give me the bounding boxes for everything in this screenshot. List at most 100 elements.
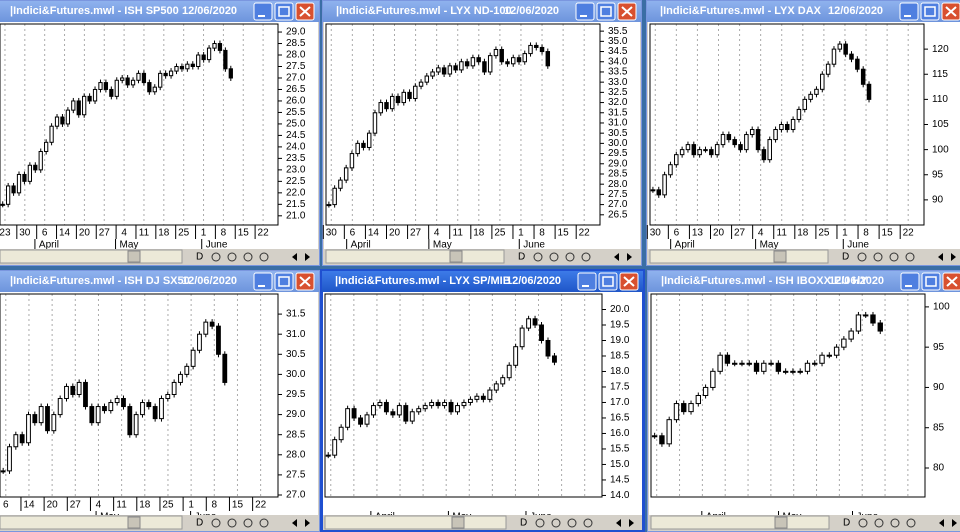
scroll-left[interactable] bbox=[616, 519, 621, 527]
toolbar-button[interactable]: D bbox=[196, 518, 203, 529]
scroll-thumb[interactable] bbox=[127, 516, 141, 529]
scroll-thumb[interactable] bbox=[127, 250, 141, 263]
candle bbox=[435, 401, 441, 407]
toolbar-button[interactable] bbox=[243, 252, 253, 262]
candle bbox=[395, 95, 401, 104]
y-tick-label: 20.0 bbox=[610, 304, 630, 315]
scroll-right[interactable] bbox=[629, 519, 634, 527]
maximize-button[interactable] bbox=[596, 2, 616, 21]
scrollbar[interactable] bbox=[649, 249, 829, 264]
toolbar-button[interactable] bbox=[857, 252, 867, 262]
toolbar-button[interactable]: D bbox=[843, 518, 850, 529]
toolbar-button[interactable] bbox=[890, 518, 900, 528]
day-label: 14 bbox=[23, 500, 35, 511]
y-tick-label: 95 bbox=[932, 169, 944, 180]
toolbar-button[interactable] bbox=[874, 518, 884, 528]
candle bbox=[102, 406, 107, 412]
day-label: 4 bbox=[121, 228, 127, 239]
toolbar-button[interactable]: D bbox=[842, 252, 849, 263]
y-tick-label: 29.0 bbox=[286, 409, 306, 420]
minimize-button[interactable] bbox=[253, 2, 273, 21]
toolbar-button[interactable] bbox=[858, 518, 868, 528]
candle bbox=[326, 204, 332, 207]
toolbar-button[interactable] bbox=[567, 518, 577, 528]
minimize-button[interactable] bbox=[575, 2, 595, 21]
scroll-thumb[interactable] bbox=[773, 250, 787, 263]
scrollbar[interactable] bbox=[0, 515, 183, 530]
toolbar-button[interactable] bbox=[551, 518, 561, 528]
maximize-button[interactable] bbox=[920, 2, 940, 21]
scrollbar[interactable] bbox=[325, 249, 505, 264]
scroll-right[interactable] bbox=[952, 519, 957, 527]
toolbar-button[interactable] bbox=[533, 252, 543, 262]
candle bbox=[87, 95, 92, 102]
scroll-thumb[interactable] bbox=[451, 516, 465, 529]
candle bbox=[206, 47, 212, 61]
toolbar-button[interactable] bbox=[259, 518, 269, 528]
month-label: April bbox=[39, 240, 59, 251]
scroll-right[interactable] bbox=[627, 253, 632, 261]
scrollbar[interactable] bbox=[650, 515, 830, 530]
candle bbox=[820, 73, 825, 90]
toolbar-button[interactable] bbox=[535, 518, 545, 528]
y-tick-label: 27.0 bbox=[608, 199, 628, 210]
candle bbox=[133, 414, 139, 436]
candle bbox=[753, 362, 760, 372]
toolbar-button[interactable] bbox=[211, 518, 221, 528]
chart-window: |Indici&Futures.mwl - LYX ND-10012/06/20… bbox=[322, 0, 642, 266]
candle bbox=[532, 318, 538, 326]
candle bbox=[768, 362, 774, 365]
toolbar-button[interactable] bbox=[227, 252, 237, 262]
scroll-thumb[interactable] bbox=[774, 516, 788, 529]
toolbar-button[interactable] bbox=[243, 518, 253, 528]
toolbar-button[interactable] bbox=[211, 252, 221, 262]
scrollbar[interactable] bbox=[0, 249, 183, 264]
scroll-left[interactable] bbox=[292, 253, 297, 261]
toolbar-button[interactable] bbox=[227, 518, 237, 528]
minimize-button[interactable] bbox=[577, 272, 597, 291]
toolbar-button[interactable] bbox=[873, 252, 883, 262]
toolbar-button[interactable]: D bbox=[518, 252, 525, 263]
scroll-left[interactable] bbox=[939, 519, 944, 527]
minimize-button[interactable] bbox=[900, 272, 920, 291]
scroll-thumb[interactable] bbox=[449, 250, 463, 263]
toolbar-button[interactable]: D bbox=[520, 518, 527, 529]
scroll-left[interactable] bbox=[292, 519, 297, 527]
candle bbox=[19, 434, 25, 444]
candle bbox=[7, 446, 12, 472]
scroll-left[interactable] bbox=[614, 253, 619, 261]
toolbar-button[interactable] bbox=[565, 252, 575, 262]
maximize-button[interactable] bbox=[274, 2, 294, 21]
toolbar-button[interactable] bbox=[905, 252, 915, 262]
minimize-button[interactable] bbox=[899, 2, 919, 21]
scroll-left[interactable] bbox=[938, 253, 943, 261]
day-label: 25 bbox=[178, 228, 190, 239]
toolbar-button[interactable] bbox=[549, 252, 559, 262]
minimize-button[interactable] bbox=[253, 272, 273, 291]
candle bbox=[92, 88, 98, 102]
day-label: 30 bbox=[326, 228, 338, 239]
maximize-button[interactable] bbox=[274, 272, 294, 291]
title-bar bbox=[0, 1, 319, 22]
toolbar-button[interactable] bbox=[259, 252, 269, 262]
candle bbox=[49, 125, 54, 143]
candle bbox=[345, 408, 351, 428]
maximize-button[interactable] bbox=[921, 272, 941, 291]
scroll-right[interactable] bbox=[305, 253, 310, 261]
scrollbar[interactable] bbox=[324, 515, 507, 530]
content bbox=[0, 292, 318, 530]
scroll-right[interactable] bbox=[305, 519, 310, 527]
toolbar-button[interactable] bbox=[906, 518, 916, 528]
toolbar-button[interactable] bbox=[889, 252, 899, 262]
toolbar-button[interactable]: D bbox=[196, 252, 203, 263]
candle bbox=[849, 53, 854, 60]
candle bbox=[464, 61, 470, 67]
scroll-right[interactable] bbox=[951, 253, 956, 261]
candle bbox=[358, 417, 363, 425]
price-axis-bg bbox=[926, 294, 960, 497]
y-tick-label: 28.5 bbox=[286, 429, 306, 440]
toolbar-button[interactable] bbox=[581, 252, 591, 262]
y-tick-label: 26.5 bbox=[286, 84, 306, 95]
maximize-button[interactable] bbox=[598, 272, 618, 291]
toolbar-button[interactable] bbox=[583, 518, 593, 528]
